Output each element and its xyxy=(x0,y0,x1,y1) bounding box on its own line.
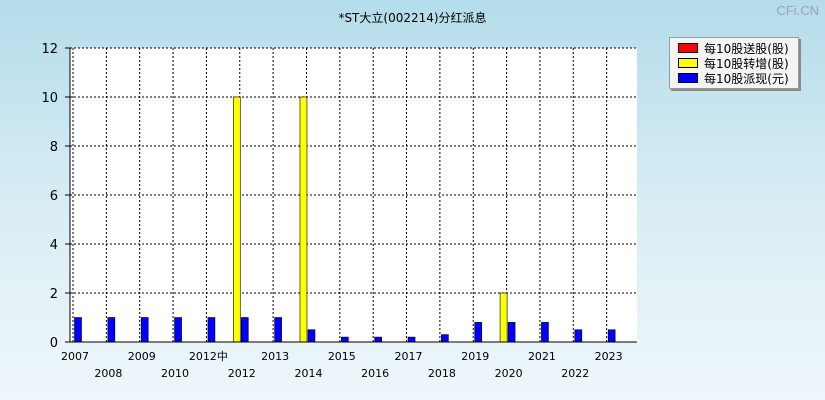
y-tick-label: 10 xyxy=(41,91,58,106)
axes xyxy=(65,47,637,343)
legend-label: 每10股送股(股) xyxy=(704,41,789,56)
x-tick-label: 2014 xyxy=(294,367,322,380)
bar xyxy=(507,322,516,343)
bar xyxy=(441,334,449,343)
bar xyxy=(574,329,583,343)
bar xyxy=(240,317,249,343)
bar xyxy=(474,322,483,343)
legend: 每10股送股(股) 每10股转增(股) 每10股派现(元) xyxy=(669,37,799,89)
x-tick-label: 2022 xyxy=(561,367,589,380)
bar xyxy=(107,317,116,343)
legend-item-songgu: 每10股送股(股) xyxy=(678,41,789,56)
bar xyxy=(74,317,82,343)
bar xyxy=(307,329,316,343)
x-tick-label: 2020 xyxy=(495,367,523,380)
x-tick-label: 2013 xyxy=(261,350,289,363)
bar xyxy=(299,96,308,343)
bar xyxy=(207,317,216,343)
x-tick-label: 2021 xyxy=(528,350,556,363)
bar xyxy=(407,336,416,343)
bar xyxy=(374,336,382,343)
y-tick-label: 4 xyxy=(50,238,58,253)
x-tick-label: 2023 xyxy=(595,350,623,363)
chart-title: *ST大立(002214)分红派息 xyxy=(338,11,487,25)
bar xyxy=(341,336,349,343)
legend-label: 每10股派现(元) xyxy=(704,71,789,86)
legend-swatch-yellow xyxy=(678,58,698,68)
legend-label: 每10股转增(股) xyxy=(704,56,789,71)
y-tick-label: 8 xyxy=(50,140,58,155)
x-tick-label: 2010 xyxy=(161,367,189,380)
x-tick-label: 2009 xyxy=(128,350,156,363)
x-tick-label: 2008 xyxy=(94,367,122,380)
legend-item-paixian: 每10股派现(元) xyxy=(678,71,789,86)
bar xyxy=(499,292,508,343)
x-tick-label: 2019 xyxy=(461,350,489,363)
bar xyxy=(232,96,241,343)
x-tick-label: 2007 xyxy=(61,350,89,363)
x-tick-label: 2012中 xyxy=(189,350,228,363)
bar xyxy=(541,322,549,343)
legend-swatch-red xyxy=(678,43,698,53)
bar xyxy=(274,317,282,343)
x-tick-label: 2018 xyxy=(428,367,456,380)
watermark-logo: CFi.CN xyxy=(776,3,819,18)
x-tick-label: 2016 xyxy=(361,367,389,380)
y-tick-label: 12 xyxy=(41,42,58,57)
y-tick-label: 2 xyxy=(50,287,58,302)
y-tick-label: 0 xyxy=(50,336,58,351)
y-tick-label: 6 xyxy=(50,189,58,204)
legend-swatch-blue xyxy=(678,73,698,83)
x-tick-label: 2017 xyxy=(395,350,423,363)
bar xyxy=(607,329,616,343)
x-tick-label: 2012 xyxy=(228,367,256,380)
bar xyxy=(174,317,182,343)
bar xyxy=(140,317,149,343)
x-tick-label: 2015 xyxy=(328,350,356,363)
legend-item-zhuanzeng: 每10股转增(股) xyxy=(678,56,789,71)
